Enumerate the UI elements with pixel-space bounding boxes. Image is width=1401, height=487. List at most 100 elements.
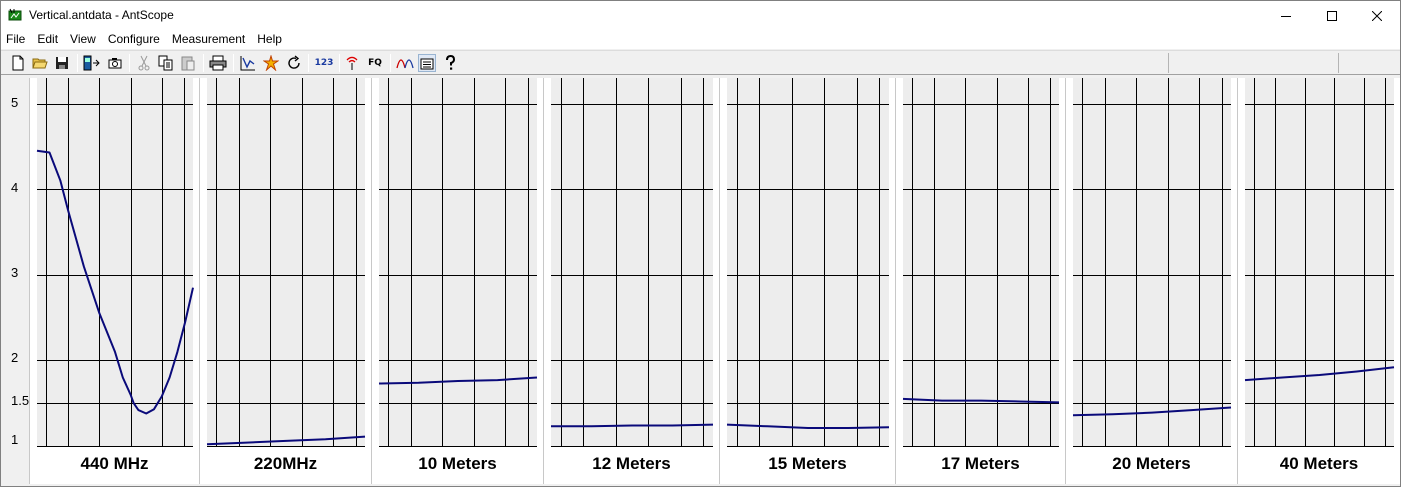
swr-trace (206, 435, 366, 446)
snapshot-icon (108, 58, 122, 69)
swr-trace (378, 376, 538, 385)
y-tick-label: 3 (11, 265, 19, 280)
cut-icon (138, 55, 150, 71)
snapshot-button[interactable] (106, 54, 124, 72)
swr-trace (551, 423, 714, 428)
minimize-icon (1281, 15, 1291, 17)
fq-icon: FQ (368, 58, 382, 68)
fq-button[interactable]: FQ (365, 54, 385, 72)
chart-panel[interactable]: 12 Meters (543, 78, 719, 484)
open-button[interactable] (31, 54, 49, 72)
y-tick-label: 1 (11, 432, 19, 447)
paste-icon (181, 56, 195, 71)
swr-trace (1072, 406, 1232, 417)
help-icon (446, 55, 456, 70)
minimize-button[interactable] (1263, 1, 1309, 30)
band-label: 17 Meters (941, 454, 1020, 473)
plot-background (37, 78, 193, 446)
print-button[interactable] (209, 54, 227, 72)
chart-plot[interactable] (1238, 78, 1401, 448)
copy-button[interactable] (157, 54, 175, 72)
chart-plot[interactable] (30, 78, 200, 448)
y-tick-label: 5 (11, 95, 19, 110)
print-icon (209, 55, 227, 71)
star-burst-icon (263, 55, 279, 71)
plot-background (727, 78, 889, 446)
band-label: 12 Meters (592, 454, 671, 473)
dual-curve-icon (396, 59, 414, 69)
chart-plot[interactable] (544, 78, 720, 448)
chart-icon (240, 56, 255, 71)
antenna-button[interactable] (343, 54, 361, 72)
list-button[interactable] (418, 54, 436, 72)
chart-plot[interactable] (1066, 78, 1238, 448)
menu-edit[interactable]: Edit (37, 32, 59, 46)
dual-curve-button[interactable] (396, 54, 414, 72)
new-file-icon (12, 55, 24, 71)
plot-background (207, 78, 365, 446)
swr-trace (902, 397, 1060, 404)
refresh-icon (288, 55, 300, 69)
band-label: 440 MHz (80, 454, 149, 473)
paste-button[interactable] (179, 54, 197, 72)
menu-file[interactable]: File (6, 32, 26, 46)
chart-panel[interactable]: 40 Meters (1237, 78, 1400, 484)
menu-measurement[interactable]: Measurement (171, 32, 246, 46)
menu-configure[interactable]: Configure (107, 32, 160, 46)
band-label: 40 Meters (1279, 454, 1359, 473)
chart-panel[interactable]: 20 Meters (1065, 78, 1237, 484)
open-folder-icon (32, 58, 48, 69)
close-icon (1372, 10, 1382, 21)
band-label: 20 Meters (1112, 454, 1191, 473)
menu-bar: File Edit View Configure Measurement Hel… (1, 30, 1400, 49)
antenna-icon (346, 56, 358, 70)
y-tick-label: 4 (11, 180, 19, 195)
swr-trace (1244, 366, 1395, 382)
chart-plot[interactable] (200, 78, 372, 448)
chart-panel[interactable]: 15 Meters (719, 78, 895, 484)
chart-button[interactable] (239, 54, 257, 72)
numeric-icon: 123 (314, 58, 334, 68)
plot-background (551, 78, 713, 446)
band-label: 10 Meters (418, 454, 497, 473)
toolbar: 123 FQ (1, 50, 1400, 75)
chart-plot[interactable] (372, 78, 544, 448)
star-burst-button[interactable] (262, 54, 280, 72)
chart-panel[interactable]: 440 MHz (29, 78, 199, 484)
maximize-button[interactable] (1309, 1, 1355, 30)
band-label: 220MHz (253, 454, 318, 473)
numeric-button[interactable]: 123 (314, 54, 334, 72)
chart-plot[interactable] (896, 78, 1066, 448)
swr-trace (726, 423, 890, 429)
plot-background (1245, 78, 1394, 446)
new-file-button[interactable] (9, 54, 27, 72)
plot-background (903, 78, 1059, 446)
chart-panel[interactable]: 10 Meters (371, 78, 543, 484)
plot-background (1073, 78, 1231, 446)
device-connect-button[interactable] (83, 54, 101, 72)
swr-trace (36, 149, 194, 415)
save-button[interactable] (53, 54, 71, 72)
y-tick-label: 1.5 (11, 393, 30, 408)
cut-button[interactable] (135, 54, 153, 72)
help-button[interactable] (441, 54, 459, 72)
save-icon (56, 57, 68, 69)
chart-area: 5 4 3 2 1.5 1 440 MHz 220MHz 10 Meters 1… (1, 76, 1400, 486)
window-title: Vertical.antdata - AntScope (29, 8, 174, 22)
title-bar[interactable]: Vertical.antdata - AntScope (1, 1, 1400, 30)
band-label: 15 Meters (768, 454, 847, 473)
chart-panel[interactable]: 17 Meters (895, 78, 1065, 484)
list-icon (420, 58, 434, 70)
device-connect-icon (83, 55, 100, 71)
maximize-icon (1327, 10, 1337, 21)
chart-plot[interactable] (720, 78, 896, 448)
refresh-button[interactable] (285, 54, 303, 72)
close-button[interactable] (1354, 1, 1400, 30)
menu-view[interactable]: View (70, 32, 96, 46)
antscope-app-icon (8, 8, 22, 21)
menu-help[interactable]: Help (257, 32, 282, 46)
chart-panel[interactable]: 220MHz (199, 78, 371, 484)
plot-background (379, 78, 537, 446)
copy-icon (158, 55, 173, 71)
